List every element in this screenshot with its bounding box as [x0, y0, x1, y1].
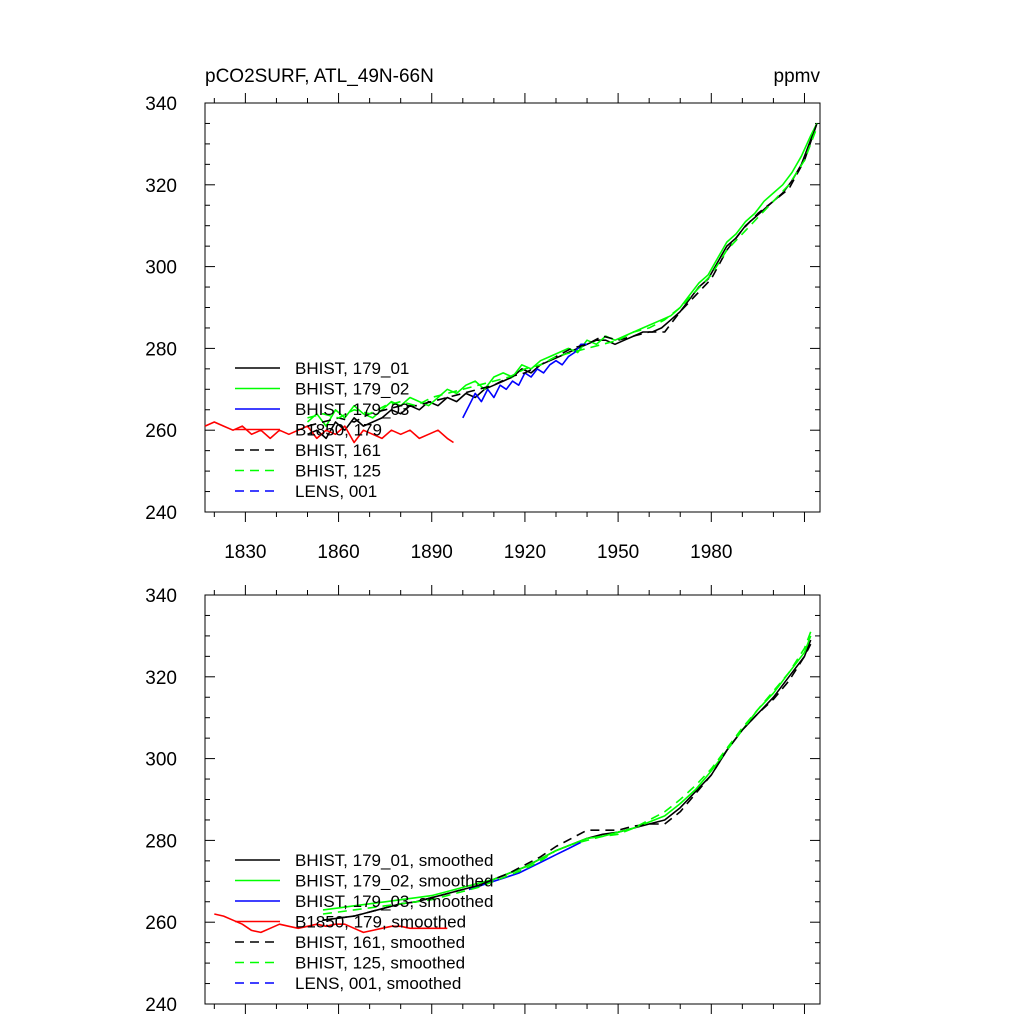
series-line — [307, 123, 818, 427]
y-tick-label: 340 — [145, 94, 177, 115]
series-line — [322, 631, 812, 915]
legend-label: BHIST, 179_03 — [295, 400, 409, 419]
y-tick-label: 300 — [145, 258, 177, 279]
y-tick-label: 280 — [145, 339, 177, 360]
legend-label: BHIST, 179_01 — [295, 359, 409, 378]
legend: BHIST, 179_01, smoothed BHIST, 179_02, sm… — [235, 851, 493, 993]
y-tick-label: 300 — [145, 750, 177, 771]
legend-label: BHIST, 179_03, smoothed — [295, 892, 493, 911]
y-tick-label: 260 — [145, 421, 177, 442]
x-tick-label: 1950 — [597, 542, 639, 563]
axis-ticks: 240 260 280 300 320 340 1830 1860 1890 1920 1950 19… — [145, 93, 820, 563]
legend-label: BHIST, 179_01, smoothed — [295, 851, 493, 870]
x-tick-label: 1830 — [224, 542, 266, 563]
legend-label: BHIST, 179_02, smoothed — [295, 872, 493, 891]
top-panel: pCO2SURF, ATL_49N-66N ppmv 240 260 280 300 3… — [145, 66, 821, 563]
y-tick-label: 340 — [145, 586, 177, 607]
legend-label: BHIST, 179_02 — [295, 380, 409, 399]
series-group — [214, 631, 812, 934]
series-line — [214, 913, 448, 934]
units-label: ppmv — [774, 66, 821, 87]
x-tick-label: 1860 — [317, 542, 359, 563]
chart-title: pCO2SURF, ATL_49N-66N — [205, 66, 434, 87]
legend-label: BHIST, 161 — [295, 441, 381, 460]
x-tick-label: 1980 — [690, 542, 732, 563]
x-tick-label: 1890 — [411, 542, 453, 563]
y-tick-label: 320 — [145, 668, 177, 689]
legend-label: B1850, 179, smoothed — [295, 913, 466, 932]
y-tick-label: 240 — [145, 503, 177, 524]
legend-label: LENS, 001 — [295, 482, 377, 501]
legend-label: LENS, 001, smoothed — [295, 974, 461, 993]
y-tick-label: 280 — [145, 831, 177, 852]
axis-ticks: 240 260 280 300 320 340 — [145, 585, 820, 1016]
y-tick-label: 260 — [145, 913, 177, 934]
bottom-panel: 240 260 280 300 320 340 BHIST, 179_01, smooth… — [145, 585, 821, 1016]
legend-label: BHIST, 125, smoothed — [295, 954, 465, 973]
series-line — [307, 127, 818, 419]
series-line — [306, 123, 818, 427]
legend-label: BHIST, 125 — [295, 462, 381, 481]
y-tick-label: 240 — [145, 995, 177, 1016]
legend-label: BHIST, 161, smoothed — [295, 933, 465, 952]
y-tick-label: 320 — [145, 176, 177, 197]
series-line — [462, 343, 587, 419]
x-tick-label: 1920 — [504, 542, 546, 563]
legend-label: B1850, 179 — [295, 421, 382, 440]
